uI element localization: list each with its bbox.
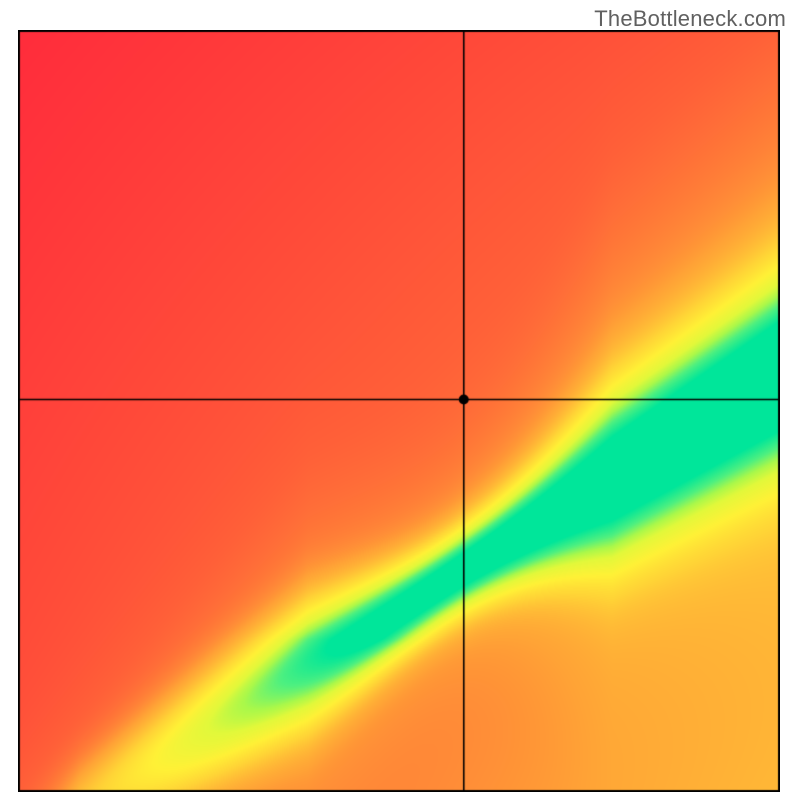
bottleneck-heatmap (18, 30, 780, 792)
chart-container: TheBottleneck.com (0, 0, 800, 800)
watermark-text: TheBottleneck.com (594, 6, 786, 32)
